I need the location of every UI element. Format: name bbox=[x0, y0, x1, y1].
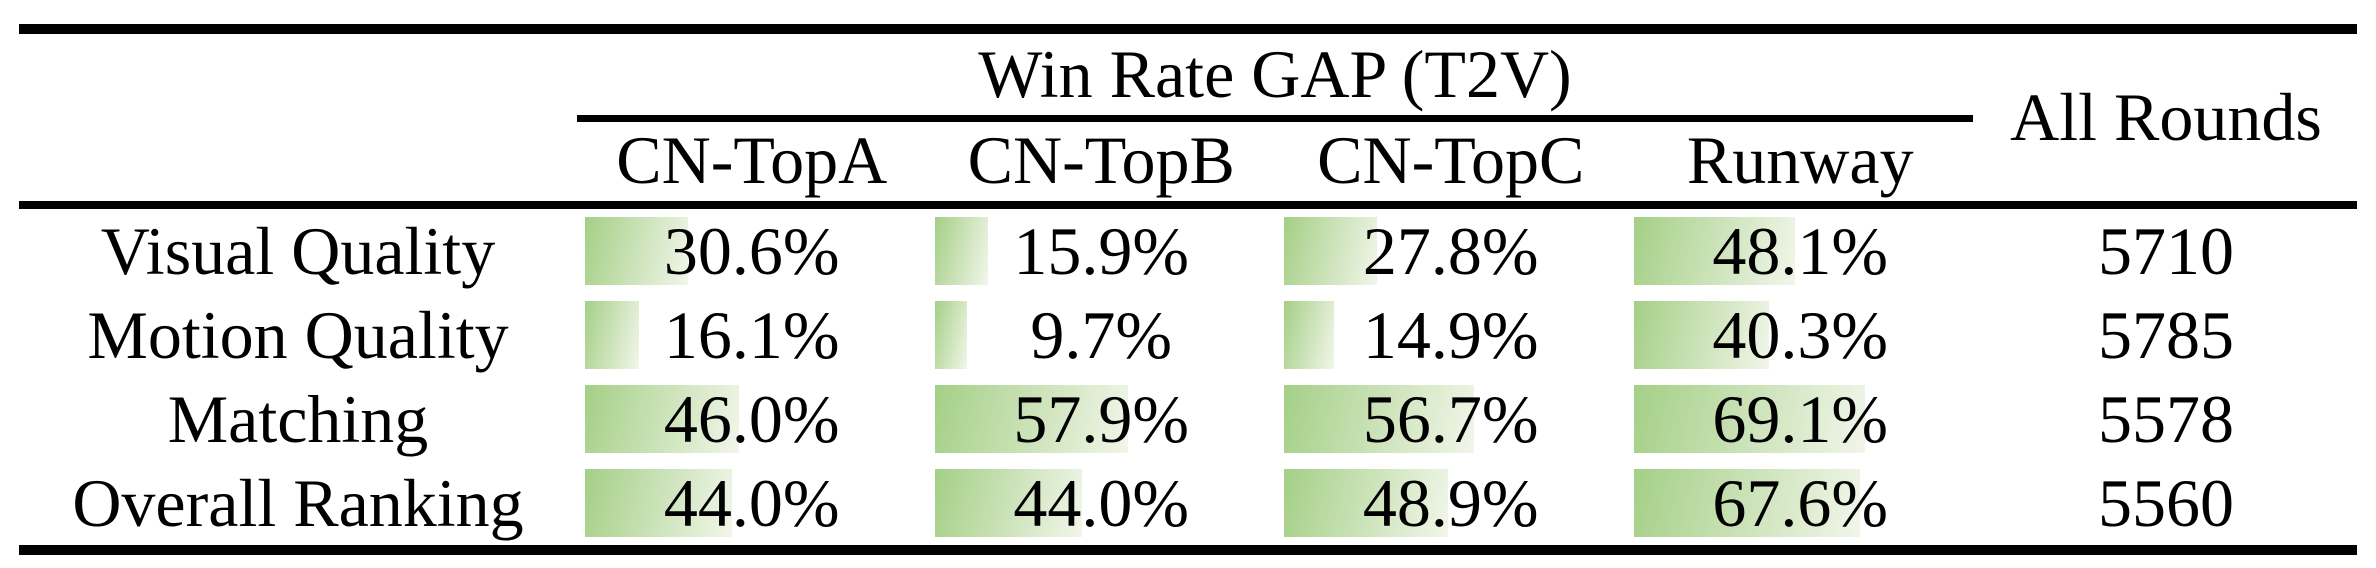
column-header-cn-topa: CN-TopA bbox=[616, 122, 888, 198]
group-header-underline-rule bbox=[577, 115, 1973, 122]
percent-cell: 9.7% bbox=[927, 293, 1277, 377]
percent-value: 40.3% bbox=[1712, 297, 1889, 373]
group-header-title: Win Rate GAP (T2V) bbox=[978, 36, 1572, 112]
percent-cell: 30.6% bbox=[577, 209, 927, 293]
data-bar bbox=[1633, 469, 1860, 537]
table-row-motion-quality: Motion Quality 16.1% 9.7% 14.9% 40.3% 57… bbox=[19, 293, 2357, 377]
percent-cell: 57.9% bbox=[927, 377, 1277, 461]
column-header-cn-topb: CN-TopB bbox=[967, 122, 1235, 198]
table-row-matching: Matching 46.0% 57.9% 56.7% 69.1% 5578 bbox=[19, 377, 2357, 461]
data-bar bbox=[1633, 385, 1865, 453]
data-bar bbox=[585, 469, 733, 537]
percent-cell: 14.9% bbox=[1276, 293, 1626, 377]
data-bar bbox=[934, 469, 1082, 537]
percent-value: 14.9% bbox=[1362, 297, 1539, 373]
percent-value: 9.7% bbox=[1030, 297, 1173, 373]
data-bar bbox=[1633, 217, 1795, 285]
percent-value: 46.0% bbox=[663, 381, 840, 457]
column-header-row: CN-TopA CN-TopB CN-TopC Runway bbox=[577, 122, 1975, 201]
data-bar bbox=[934, 217, 988, 285]
percent-cell: 56.7% bbox=[1276, 377, 1626, 461]
percent-value: 48.1% bbox=[1712, 213, 1889, 289]
percent-cell: 48.1% bbox=[1626, 209, 1976, 293]
percent-cell: 27.8% bbox=[1276, 209, 1626, 293]
bottom-rule bbox=[19, 545, 2357, 555]
data-bar bbox=[585, 217, 688, 285]
header-bottom-rule bbox=[19, 201, 2357, 209]
percent-value: 67.6% bbox=[1712, 465, 1889, 541]
all-rounds-value: 5710 bbox=[2098, 213, 2234, 289]
percent-value: 56.7% bbox=[1362, 381, 1539, 457]
percent-cell: 46.0% bbox=[577, 377, 927, 461]
percent-cell: 16.1% bbox=[577, 293, 927, 377]
percent-value: 15.9% bbox=[1013, 213, 1190, 289]
percent-cell: 15.9% bbox=[927, 209, 1277, 293]
row-label: Matching bbox=[167, 381, 429, 457]
column-header-all-rounds: All Rounds bbox=[2010, 79, 2322, 155]
percent-value: 48.9% bbox=[1362, 465, 1539, 541]
percent-cell: 48.9% bbox=[1276, 461, 1626, 545]
data-bar bbox=[1284, 469, 1448, 537]
column-header-cn-topc: CN-TopC bbox=[1317, 122, 1585, 198]
row-label: Visual Quality bbox=[100, 213, 496, 289]
percent-value: 27.8% bbox=[1362, 213, 1539, 289]
percent-value: 69.1% bbox=[1712, 381, 1889, 457]
data-bar bbox=[1633, 301, 1769, 369]
data-bar bbox=[934, 385, 1129, 453]
data-bar bbox=[585, 385, 740, 453]
column-header-runway: Runway bbox=[1686, 122, 1914, 198]
table-row-visual-quality: Visual Quality 30.6% 15.9% 27.8% 48.1% 5… bbox=[19, 209, 2357, 293]
percent-value: 30.6% bbox=[663, 213, 840, 289]
data-bar bbox=[1284, 385, 1474, 453]
all-rounds-value: 5785 bbox=[2098, 297, 2234, 373]
top-rule bbox=[19, 24, 2357, 34]
all-rounds-value: 5578 bbox=[2098, 381, 2234, 457]
percent-value: 16.1% bbox=[663, 297, 840, 373]
percent-cell: 69.1% bbox=[1626, 377, 1976, 461]
percent-cell: 67.6% bbox=[1626, 461, 1976, 545]
row-label: Overall Ranking bbox=[72, 465, 524, 541]
all-rounds-value: 5560 bbox=[2098, 465, 2234, 541]
percent-cell: 44.0% bbox=[927, 461, 1277, 545]
percent-value: 44.0% bbox=[663, 465, 840, 541]
row-label: Motion Quality bbox=[87, 297, 509, 373]
table-body: Visual Quality 30.6% 15.9% 27.8% 48.1% 5… bbox=[19, 209, 2357, 545]
percent-cell: 44.0% bbox=[577, 461, 927, 545]
percent-value: 57.9% bbox=[1013, 381, 1190, 457]
data-bar bbox=[1284, 217, 1378, 285]
percent-cell: 40.3% bbox=[1626, 293, 1976, 377]
percent-value: 44.0% bbox=[1013, 465, 1190, 541]
table-row-overall-ranking: Overall Ranking 44.0% 44.0% 48.9% 67.6% … bbox=[19, 461, 2357, 545]
data-bar bbox=[934, 301, 967, 369]
data-bar bbox=[585, 301, 639, 369]
data-bar bbox=[1284, 301, 1334, 369]
